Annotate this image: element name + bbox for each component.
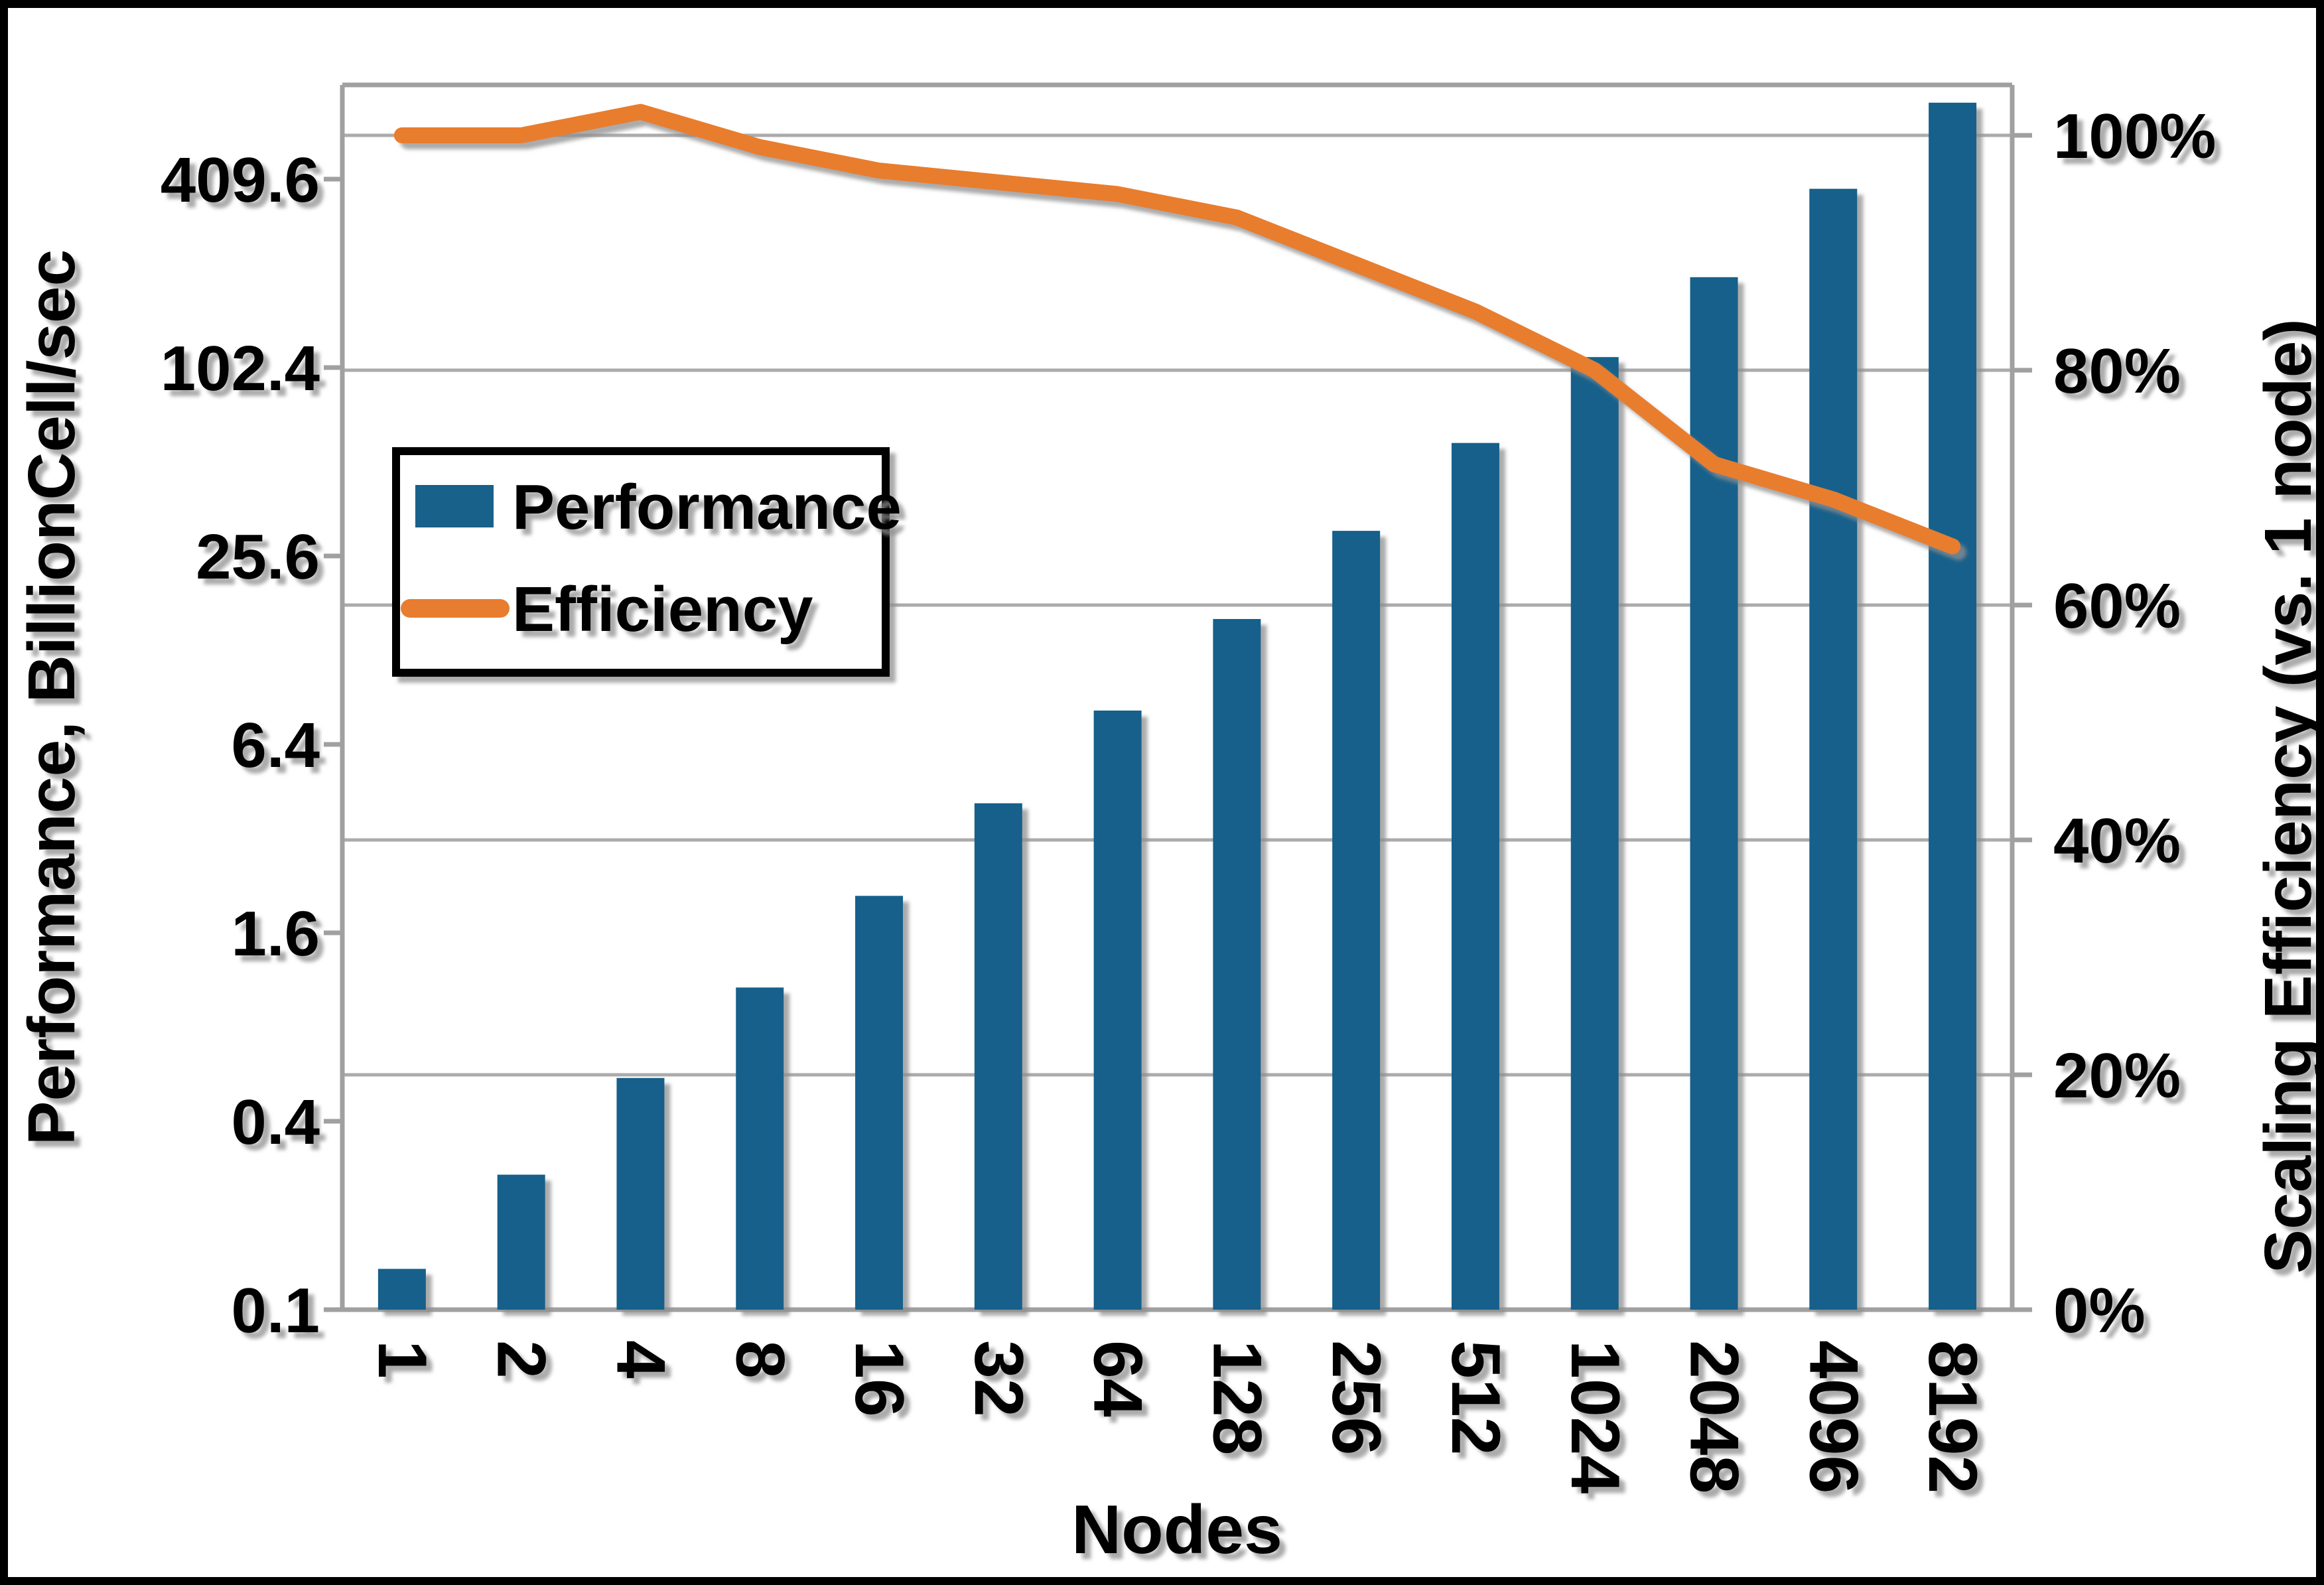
performance-bar-4	[616, 1077, 665, 1310]
x-tick-label-8: 8	[721, 1340, 798, 1379]
performance-bar-16	[855, 896, 904, 1310]
left-axis-title: Performance, BillionCell/sec	[15, 249, 89, 1146]
y-left-tick-label-0.1: 0.1	[232, 1275, 320, 1346]
performance-bars	[377, 102, 1977, 1310]
legend: Performance Efficiency	[392, 447, 902, 677]
y-right-tick-label-100%: 100%	[2053, 101, 2217, 172]
x-tick-label-32: 32	[960, 1340, 1037, 1417]
tick-labels: 0.1 0.4 1.6 6.4 25.6 102.4 409.6 0% 20% 40% 60% 80%…	[161, 101, 2217, 1494]
x-tick-label-8192: 8192	[1914, 1340, 1991, 1493]
y-right-tick-label-20%: 20%	[2053, 1040, 2181, 1111]
efficiency-line-layer	[393, 103, 1961, 555]
y-right-tick-label-80%: 80%	[2053, 336, 2181, 407]
x-tick-label-2: 2	[483, 1340, 560, 1379]
gridlines	[324, 82, 2032, 1312]
performance-bar-128	[1213, 619, 1261, 1310]
y-left-tick-label-409.6: 409.6	[161, 145, 320, 216]
x-tick-label-128: 128	[1198, 1340, 1275, 1456]
performance-legend-marker	[415, 485, 494, 527]
performance-bar-256	[1332, 531, 1381, 1310]
y-left-tick-label-25.6: 25.6	[196, 521, 320, 592]
performance-bar-32	[974, 803, 1022, 1310]
efficiency-line	[393, 103, 1961, 555]
y-left-tick-label-102.4: 102.4	[161, 333, 320, 404]
x-axis-title: Nodes	[1071, 1491, 1282, 1568]
efficiency-legend-label: Efficiency	[512, 574, 813, 645]
x-tick-label-64: 64	[1079, 1340, 1156, 1417]
y-right-tick-label-60%: 60%	[2053, 571, 2181, 642]
right-axis-title: Scaling Efficiency (vs. 1 node)	[2251, 318, 2324, 1273]
y-right-tick-label-40%: 40%	[2053, 805, 2181, 876]
performance-bar-2	[497, 1174, 545, 1310]
y-left-tick-label-0.4: 0.4	[232, 1087, 320, 1158]
x-tick-label-2048: 2048	[1676, 1340, 1753, 1493]
x-tick-label-1: 1	[364, 1340, 441, 1379]
x-tick-label-256: 256	[1318, 1340, 1395, 1456]
performance-bar-1024	[1570, 357, 1619, 1310]
x-tick-label-1024: 1024	[1556, 1340, 1633, 1494]
performance-bar-1	[377, 1269, 426, 1310]
x-tick-label-16: 16	[841, 1340, 918, 1417]
x-tick-label-512: 512	[1437, 1340, 1514, 1456]
y-left-tick-label-6.4: 6.4	[232, 710, 320, 781]
performance-bar-4096	[1809, 188, 1858, 1310]
y-right-tick-label-0%: 0%	[2053, 1275, 2146, 1346]
y-left-tick-label-1.6: 1.6	[232, 898, 320, 969]
performance-bar-2048	[1690, 277, 1738, 1310]
performance-legend-label: Performance	[512, 472, 902, 543]
performance-bar-8192	[1929, 102, 1977, 1310]
performance-bar-8	[736, 987, 784, 1310]
performance-bar-64	[1093, 710, 1142, 1310]
x-tick-label-4: 4	[602, 1340, 679, 1379]
performance-bar-512	[1451, 443, 1499, 1310]
x-tick-label-4096: 4096	[1795, 1340, 1872, 1493]
